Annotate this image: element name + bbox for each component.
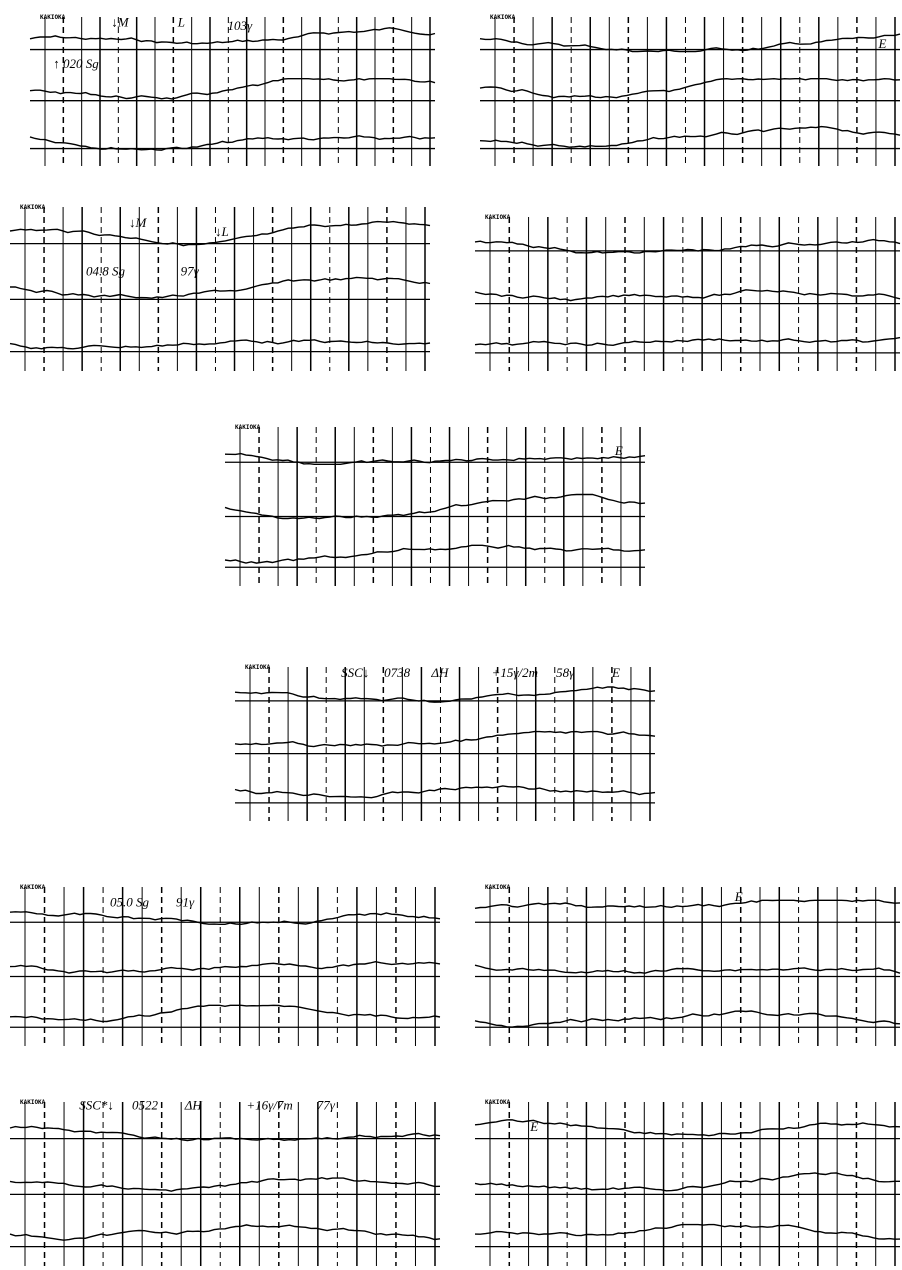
magnetogram-panel: KAKIOKA 04.8 Sg ↓M 97γ ↓L xyxy=(9,204,431,371)
magnetogram-panel: KAKIOKA SSC↓ 0738 ΔH +15γ/2m 58γ E xyxy=(234,664,656,821)
annotation: ↓M xyxy=(111,15,130,30)
annotation: E xyxy=(611,665,620,680)
annotation: 0738 xyxy=(384,665,411,680)
trace xyxy=(474,1010,901,1028)
annotation: +16γ/7m xyxy=(246,1097,292,1112)
trace xyxy=(9,1224,441,1241)
annotation: 97γ xyxy=(181,264,200,279)
trace xyxy=(9,1176,441,1192)
trace xyxy=(224,493,646,520)
trace xyxy=(474,1223,901,1240)
trace xyxy=(474,289,901,302)
trace xyxy=(224,544,646,564)
annotation: E xyxy=(878,36,887,51)
annotation: ↑ 020 Sg xyxy=(53,56,99,71)
panel-label: KAKIOKA xyxy=(485,1099,511,1106)
annotation: E xyxy=(529,1119,538,1134)
magnetogram-panel: KAKIOKA ↓M L 103γ ↑ 020 Sg xyxy=(29,14,436,166)
panel-label: KAKIOKA xyxy=(235,424,261,431)
trace xyxy=(479,125,901,148)
trace xyxy=(474,238,901,254)
trace xyxy=(479,33,901,53)
trace xyxy=(234,686,656,703)
trace xyxy=(474,899,901,909)
panel-label: KAKIOKA xyxy=(490,14,516,21)
annotation: 58γ xyxy=(556,665,575,680)
panel-label: KAKIOKA xyxy=(40,14,66,21)
annotation: ΔH xyxy=(430,665,449,680)
annotation: SSC*↓ xyxy=(79,1097,114,1112)
annotation: 04.8 Sg xyxy=(86,264,126,279)
magnetogram-panel: KAKIOKA SSC*↓ 0522 ΔH +16γ/7m 77γ xyxy=(9,1097,441,1266)
trace xyxy=(29,27,436,45)
trace xyxy=(234,730,656,748)
trace xyxy=(474,1172,900,1192)
trace xyxy=(474,964,901,974)
magnetogram-panel: KAKIOKA E xyxy=(474,1099,901,1266)
trace xyxy=(474,336,901,347)
magnetogram-panel: KAKIOKA 05.0 Sg 91γ xyxy=(9,884,441,1046)
panel-label: KAKIOKA xyxy=(20,884,46,891)
annotation: ↓M xyxy=(129,215,148,230)
annotation: SSC↓ xyxy=(341,665,369,680)
trace xyxy=(9,960,441,974)
magnetogram-panel: KAKIOKA E xyxy=(474,884,901,1046)
magnetogram-panel: KAKIOKA xyxy=(474,214,901,371)
annotation: E xyxy=(734,889,743,904)
trace xyxy=(9,339,431,350)
annotation: ↓L xyxy=(215,224,229,239)
trace xyxy=(479,77,901,99)
trace xyxy=(10,276,431,299)
trace xyxy=(29,77,436,100)
magnetogram-panel: KAKIOKA E xyxy=(479,14,901,166)
annotation: L xyxy=(177,15,185,30)
trace xyxy=(9,1004,441,1023)
annotation: 05.0 Sg xyxy=(110,894,150,909)
panel-label: KAKIOKA xyxy=(485,214,511,221)
trace xyxy=(9,1125,441,1142)
trace xyxy=(9,220,431,247)
annotation: 77γ xyxy=(317,1097,336,1112)
trace xyxy=(474,1119,901,1137)
annotation: 91γ xyxy=(176,894,195,909)
annotation: 103γ xyxy=(228,18,254,33)
annotation: 0522 xyxy=(132,1097,159,1112)
annotation: +15γ/2m xyxy=(492,665,538,680)
trace xyxy=(29,135,436,151)
trace xyxy=(234,785,656,799)
panel-label: KAKIOKA xyxy=(20,204,46,211)
trace xyxy=(9,911,441,926)
trace xyxy=(224,452,646,465)
panel-label: KAKIOKA xyxy=(245,664,271,671)
panel-label: KAKIOKA xyxy=(20,1099,46,1106)
annotation: E xyxy=(614,443,623,458)
panel-label: KAKIOKA xyxy=(485,884,511,891)
annotation: ΔH xyxy=(184,1097,203,1112)
magnetogram-panel: KAKIOKA E xyxy=(224,424,646,586)
